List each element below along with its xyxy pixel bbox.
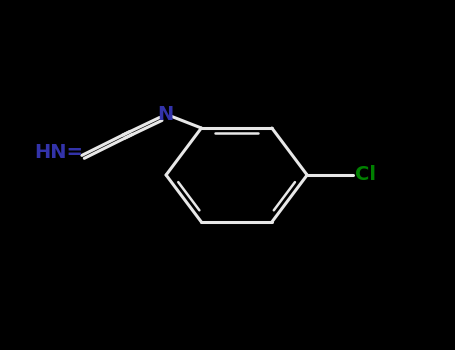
- Text: N: N: [157, 105, 173, 124]
- Text: Cl: Cl: [355, 166, 376, 184]
- Text: HN=: HN=: [34, 143, 83, 162]
